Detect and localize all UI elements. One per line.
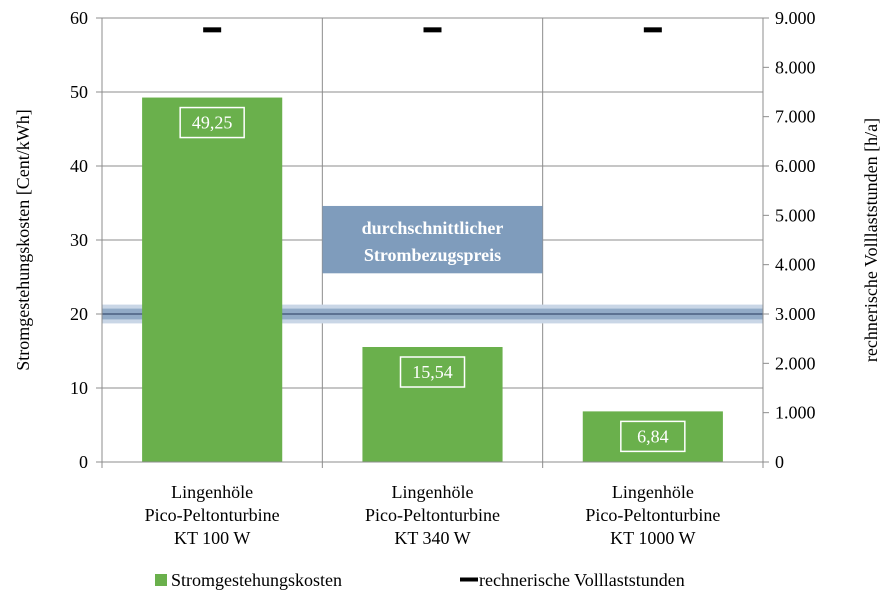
data-label-box <box>620 420 686 453</box>
bar <box>142 97 283 463</box>
x-category-label: Lingenhöle <box>171 482 253 502</box>
volllast-marker <box>203 27 222 33</box>
x-category-label: KT 100 W <box>174 528 250 548</box>
y-tick-label: 40 <box>70 156 88 176</box>
x-category-label: Pico-Peltonturbine <box>585 505 720 525</box>
y2-tick-label: 7.000 <box>775 107 816 127</box>
legend-swatch-bar <box>155 574 167 586</box>
y2-tick-label: 8.000 <box>775 57 816 77</box>
volllast-markers <box>203 27 662 33</box>
data-label-box <box>179 106 245 139</box>
data-label: 6,84 <box>637 426 669 446</box>
y-tick-label: 10 <box>70 378 88 398</box>
legend: Stromgestehungskosten rechnerische Vollla… <box>155 570 685 590</box>
y-tick-label: 0 <box>79 452 88 472</box>
y2-tick-label: 9.000 <box>775 8 816 28</box>
reference-band-label-line: durchschnittlicher <box>362 218 504 238</box>
y2-tick-label: 2.000 <box>775 353 816 373</box>
legend-label: Stromgestehungskosten <box>171 570 342 590</box>
reference-band-label-box <box>322 205 543 274</box>
x-category-label: Pico-Peltonturbine <box>365 505 500 525</box>
x-category-label: KT 340 W <box>394 528 470 548</box>
volllast-marker <box>643 27 662 33</box>
axis-labels: Lingenhöle Pico-Peltonturbine KT 100 W Ling… <box>13 109 881 548</box>
reference-band-label-line: Strombezugspreis <box>364 245 501 265</box>
axes: 0 10 20 30 40 50 60 0 1.000 2.000 3.000 4.000 5.000 6… <box>70 8 816 472</box>
reference-band: durchschnittlicher Strombezugspreis <box>102 205 763 324</box>
data-label: 15,54 <box>412 362 453 382</box>
y2-tick-label: 3.000 <box>775 304 816 324</box>
data-label-box <box>399 356 466 388</box>
legend-swatch-marker <box>460 577 478 582</box>
data-label: 49,25 <box>192 113 233 133</box>
y-axis-title: Stromgestehungskosten [Cent/kWh] <box>13 109 33 370</box>
x-category-label: Pico-Peltonturbine <box>145 505 280 525</box>
y2-tick-label: 0 <box>775 452 784 472</box>
y2-axis-title: rechnerische Volllaststunden [h/a] <box>861 118 881 362</box>
x-category-label: KT 1000 W <box>610 528 695 548</box>
bars: 49,25 15,54 6,84 <box>142 97 723 463</box>
bar <box>582 411 723 462</box>
y2-tick-label: 5.000 <box>775 205 816 225</box>
legend-label: rechnerische Volllaststunden <box>479 570 685 590</box>
y2-tick-label: 1.000 <box>775 403 816 423</box>
y-tick-label: 30 <box>70 230 88 250</box>
y-tick-label: 20 <box>70 304 88 324</box>
x-category-label: Lingenhöle <box>612 482 694 502</box>
bar <box>362 347 503 462</box>
y2-tick-label: 6.000 <box>775 156 816 176</box>
y-tick-label: 60 <box>70 8 88 28</box>
y-tick-label: 50 <box>70 82 88 102</box>
x-category-label: Lingenhöle <box>392 482 474 502</box>
volllast-marker <box>423 27 442 33</box>
y2-tick-label: 4.000 <box>775 255 816 275</box>
